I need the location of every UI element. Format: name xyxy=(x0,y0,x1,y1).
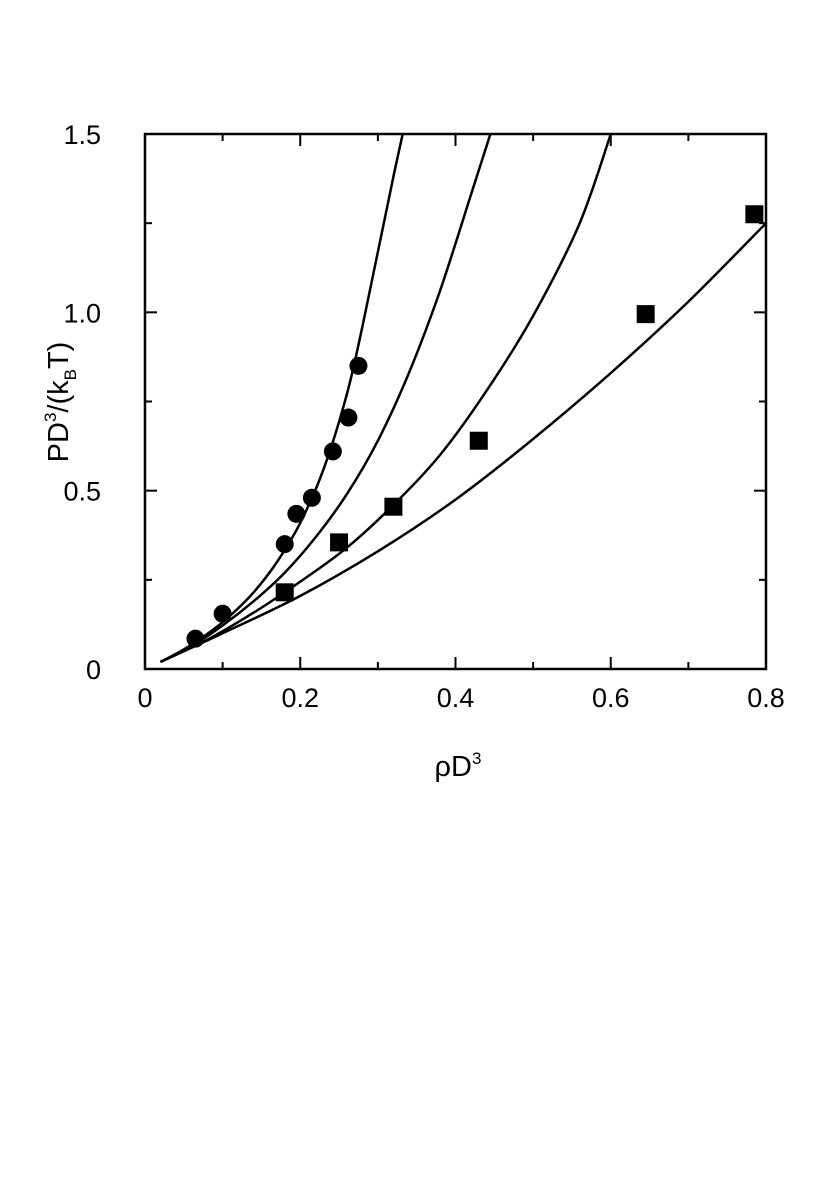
y-tick-label: 0 xyxy=(86,655,101,685)
x-tick-label: 0.6 xyxy=(592,683,630,713)
square-point xyxy=(636,305,655,324)
model-curve-4 xyxy=(159,222,767,664)
y-tick-label: 1.0 xyxy=(63,298,101,328)
x-axis-title: ρD3 xyxy=(435,749,482,783)
square-point xyxy=(384,497,403,516)
x-tick-label: 0.2 xyxy=(281,683,319,713)
x-tick-label: 0 xyxy=(137,683,152,713)
y-tick-label: 1.5 xyxy=(63,120,101,150)
tick-labels: 0 0.2 0.4 0.6 0.8 0 0.5 1.0 1.5 xyxy=(63,120,784,713)
square-point xyxy=(469,431,488,450)
circle-point xyxy=(339,408,358,427)
circle-point xyxy=(323,442,342,461)
circle-point xyxy=(287,504,306,523)
circle-point xyxy=(275,535,294,554)
model-curve-1 xyxy=(159,133,404,664)
y-axis-title: PD3/(kBT) xyxy=(41,342,80,463)
x-tick-label: 0.4 xyxy=(437,683,475,713)
circle-point xyxy=(213,604,232,623)
data-markers xyxy=(186,205,764,648)
y-tick-label: 0.5 xyxy=(63,477,101,507)
plot-frame xyxy=(143,132,768,671)
model-curves xyxy=(159,133,767,664)
circle-point xyxy=(349,356,368,375)
square-point xyxy=(275,583,294,602)
x-tick-label: 0.8 xyxy=(747,683,785,713)
axis-ticks xyxy=(144,133,767,670)
circle-point xyxy=(186,629,205,648)
model-curve-3 xyxy=(159,133,612,664)
square-point xyxy=(330,533,349,552)
model-curve-2 xyxy=(159,133,492,664)
circle-point xyxy=(302,488,321,507)
square-point xyxy=(745,205,764,224)
